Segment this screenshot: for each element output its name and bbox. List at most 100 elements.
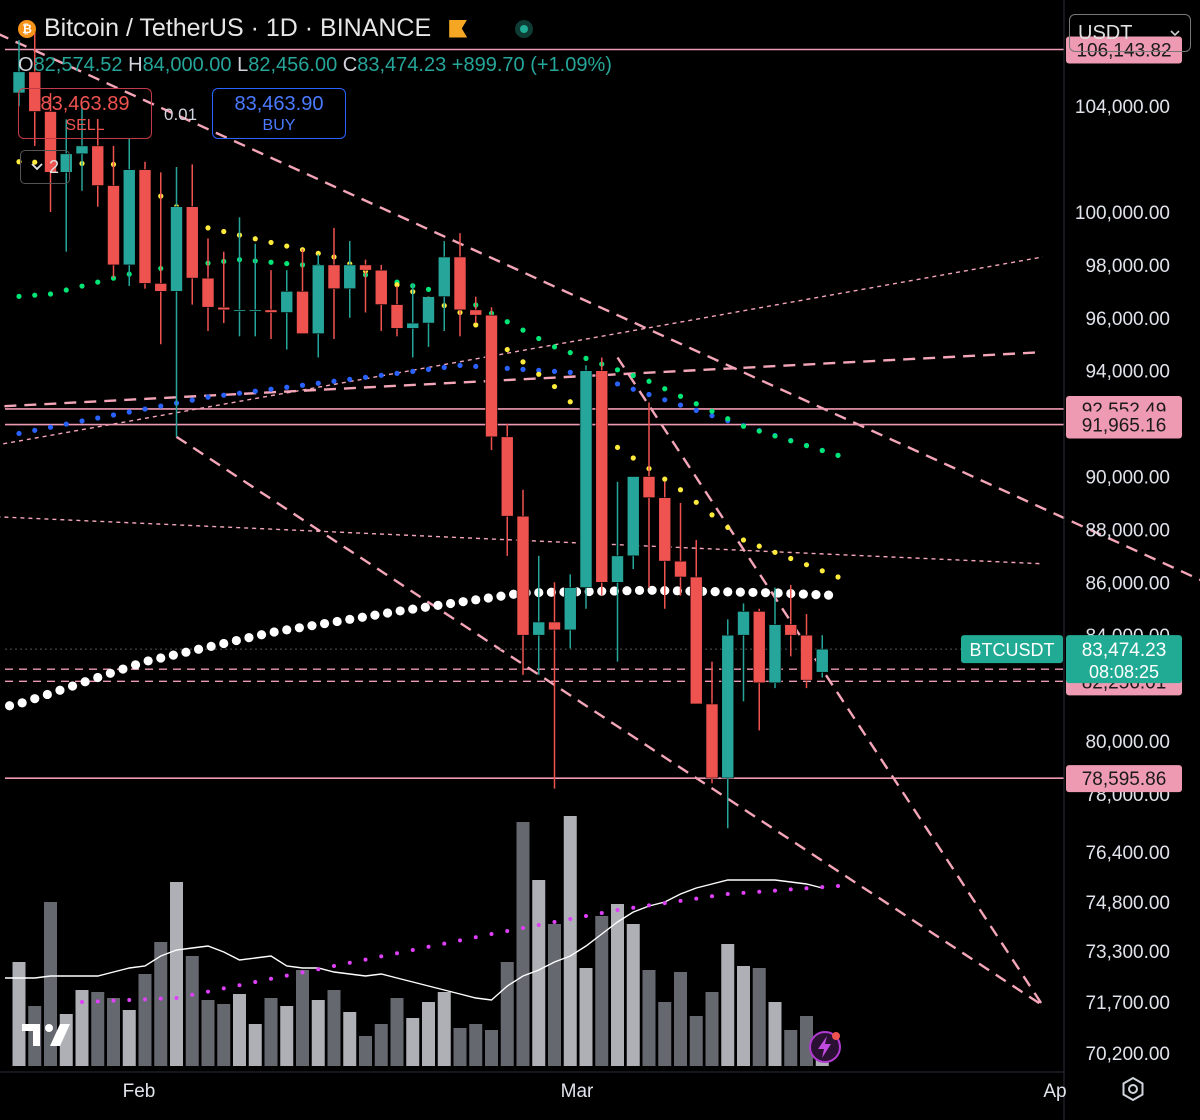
ma-dot-green [79, 283, 85, 289]
buy-button[interactable]: 83,463.90 BUY [212, 88, 346, 139]
candle [611, 481, 624, 662]
candle [768, 587, 782, 689]
ma-dot-white [370, 610, 380, 620]
candle [296, 249, 309, 334]
candle [752, 608, 766, 731]
ma-dot-blue [473, 363, 479, 370]
price-axis-label: 90,000.00 [1085, 468, 1170, 489]
ma-dot-blue [425, 366, 432, 372]
candle-body [453, 256, 467, 311]
ma-dot-white [345, 614, 355, 624]
ma-dot-green [583, 355, 589, 361]
candle-body [201, 277, 215, 308]
ma-dot-green [32, 292, 38, 298]
ma-dot-white [496, 591, 506, 601]
ma-dot-white [332, 616, 342, 627]
ma-dot-blue [536, 367, 542, 373]
volume-ma-line [5, 879, 823, 1001]
symbol-title[interactable]: Bitcoin / TetherUS · 1D · BINANCE [44, 14, 432, 42]
volume-bar [327, 990, 341, 1066]
settings-gear-icon[interactable] [1120, 1076, 1146, 1102]
ma-dot-purple [804, 886, 809, 891]
candle [721, 619, 735, 829]
candle-body [689, 576, 703, 705]
trendline-dotted [0, 256, 1043, 446]
ma-dot-purple [426, 944, 431, 949]
candle-body [170, 206, 183, 292]
tradingview-logo-icon[interactable] [22, 1020, 78, 1050]
ma-dot-blue [410, 368, 416, 374]
ma-dot-white [735, 587, 745, 597]
candle-body [705, 703, 719, 779]
ma-dot-white [181, 647, 191, 657]
time-axis[interactable]: Feb Mar Ap [123, 1081, 1067, 1102]
volume-bar [406, 1018, 420, 1066]
sell-label: SELL [65, 117, 105, 134]
ma-dot-yellow [567, 399, 573, 405]
ma-dot-white [647, 585, 657, 595]
ma-dot-purple [473, 935, 478, 940]
candle-body [674, 560, 687, 578]
ma-dot-white [105, 668, 115, 678]
ma-dot-yellow [835, 574, 841, 580]
ma-dot-blue [347, 376, 353, 382]
ma-dot-white [244, 633, 254, 643]
candle [122, 137, 136, 287]
ma-dot-green [835, 452, 841, 458]
ma-dot-blue [362, 374, 369, 380]
currency-select[interactable]: USDT [1069, 14, 1191, 52]
volume-bar [296, 970, 309, 1066]
ma-dot-yellow [677, 487, 684, 493]
candle [674, 502, 687, 596]
ma-dot-white [256, 630, 267, 640]
candle-body [185, 206, 199, 279]
candle [107, 145, 120, 279]
candle-body [264, 309, 278, 313]
ma-dot-white [634, 585, 645, 596]
high-value: 84,000.00 [142, 54, 232, 76]
indicators-count: 2 [48, 156, 59, 177]
close-value: 83,474.23 [357, 54, 447, 76]
ma-dot-white [357, 612, 367, 622]
ma-dot-white [30, 694, 40, 704]
ma-dot-blue [614, 381, 621, 387]
volume-bar [595, 916, 609, 1066]
ma-dot-white [319, 618, 330, 629]
candle-body [44, 111, 57, 173]
ma-dot-blue [299, 382, 306, 388]
ma-dot-yellow [662, 476, 668, 482]
candle [217, 251, 231, 324]
quantity-value[interactable]: 0.01 [164, 105, 198, 124]
ma-dot-blue [110, 412, 117, 418]
candle-body [154, 283, 168, 292]
ohlc-legend: O82,574.52 H84,000.00 L82,456.00 C83,474… [18, 54, 612, 77]
low-label: L [237, 54, 249, 76]
ma-dot-green [819, 447, 825, 454]
high-label: H [128, 54, 143, 76]
ma-dot-green [725, 416, 731, 422]
ma-dot-yellow [630, 455, 636, 461]
symbol-tag-label: BTCUSDT [970, 640, 1055, 660]
ma-dot-white [130, 660, 141, 670]
volume-bar [107, 998, 120, 1066]
ma-dot-white [773, 588, 783, 598]
candle [327, 227, 341, 339]
flag-icon[interactable] [449, 19, 468, 38]
ma-dot-purple [174, 996, 179, 1000]
candle [406, 283, 420, 358]
price-tag-label: 91,965.16 [1082, 416, 1167, 437]
indicators-toggle-button[interactable]: 2 [20, 150, 70, 184]
candle-body [296, 291, 309, 334]
lightning-icon[interactable] [808, 1030, 842, 1064]
time-axis-label: Feb [123, 1081, 156, 1102]
candle [626, 476, 640, 570]
sell-button[interactable]: 83,463.89 SELL [18, 88, 152, 139]
ma-dot-purple [332, 964, 336, 968]
ma-dot-green [772, 433, 778, 439]
ma-dot-blue [709, 413, 715, 419]
ma-dot-white [672, 586, 682, 596]
symbol-header[interactable]: ₿ Bitcoin / TetherUS · 1D · BINANCE [18, 14, 534, 43]
ma-dot-white [67, 681, 78, 691]
ma-dot-yellow [32, 159, 38, 165]
